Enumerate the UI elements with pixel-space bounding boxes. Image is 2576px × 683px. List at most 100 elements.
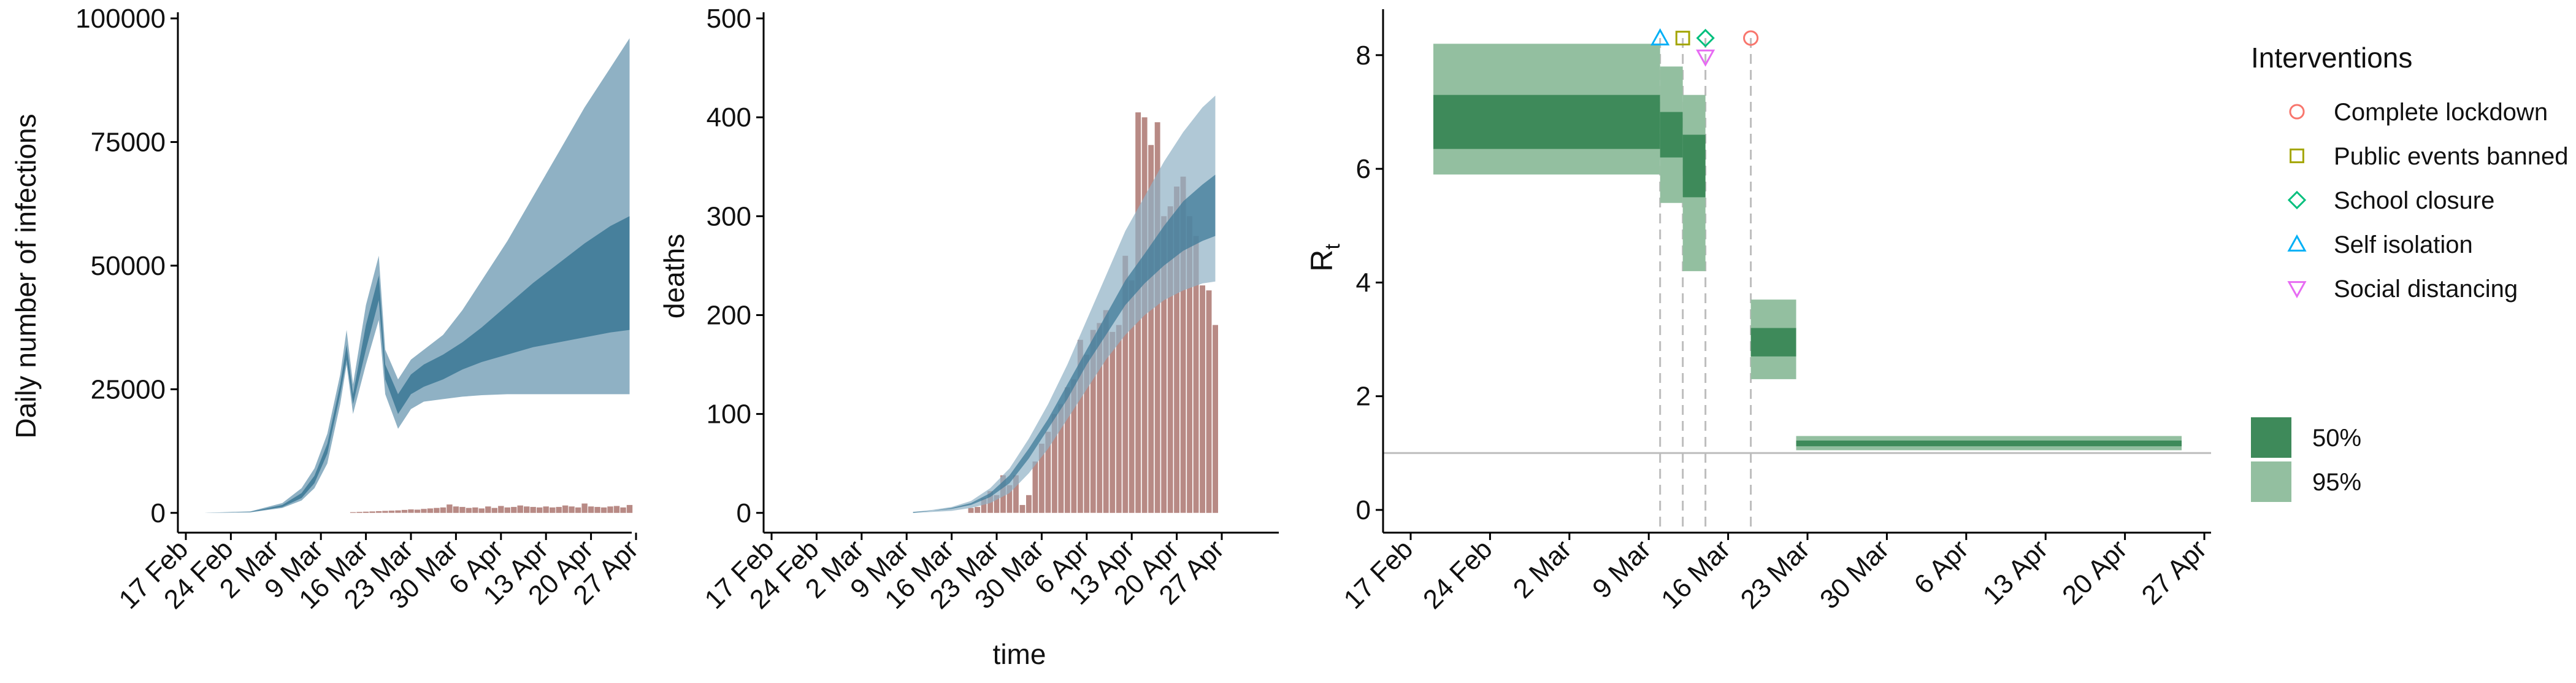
infections-observed-bar (517, 505, 523, 513)
deaths-bar (1097, 323, 1103, 513)
infections-observed-bar (395, 510, 401, 513)
infections-observed-bar (478, 508, 485, 513)
infections-observed-bar (375, 511, 382, 513)
infections-observed-bar (453, 506, 459, 513)
deaths-bar (1187, 216, 1192, 513)
rt-50-band (1796, 440, 2182, 447)
infections-observed-bar (498, 506, 504, 513)
infections-observed-bar (569, 506, 575, 513)
deaths-bar (1129, 280, 1135, 513)
infections-observed-bar (607, 506, 613, 513)
legend-band-swatch (2251, 417, 2291, 458)
legend-item-label: School closure (2334, 187, 2494, 214)
legend-marker-circle (2289, 104, 2305, 120)
deaths-bar (1174, 187, 1179, 513)
rt-y-axis-label: Rt (1305, 244, 1344, 272)
rt-50-band (1433, 95, 1660, 149)
infections-observed-bar (588, 506, 594, 513)
infections-observed-bar (504, 507, 510, 513)
rt-50-band (1682, 134, 1706, 198)
deaths-bar (1032, 461, 1038, 513)
infections-observed-bar (472, 507, 478, 513)
deaths-bar (1148, 145, 1154, 513)
deaths-bar (1200, 285, 1205, 513)
infections-observed-bar (620, 507, 626, 513)
rt-x-tick-label: 23 Mar (1735, 534, 1815, 614)
legend-marker-square (2290, 149, 2304, 163)
infections-observed-bar (401, 509, 408, 513)
deaths-bar (981, 498, 987, 513)
rt-50-band (1660, 112, 1683, 158)
infections-observed-bar (447, 504, 453, 513)
deaths-y-axis-label: deaths (658, 234, 690, 318)
legend-item-label: Social distancing (2334, 276, 2518, 303)
infections-y-tick-label: 50000 (91, 251, 166, 281)
infections-observed-bar (562, 505, 569, 513)
deaths-bar (1026, 495, 1032, 513)
deaths-bar (1038, 444, 1045, 513)
deaths-bar (1116, 325, 1122, 513)
infections-y-axis-label: Daily number of infections (10, 114, 42, 438)
deaths-x-axis-label: time (993, 638, 1046, 670)
infections-observed-bar (594, 507, 600, 513)
rt-y-tick-label: 8 (1356, 41, 1371, 71)
infections-y-tick-label: 25000 (91, 374, 166, 404)
deaths-y-tick-label: 100 (707, 399, 751, 430)
deaths-bar (1019, 504, 1025, 513)
rt-y-tick-label: 0 (1356, 495, 1371, 525)
infections-y-tick-label: 0 (151, 498, 166, 528)
deaths-y-tick-label: 0 (737, 498, 751, 528)
deaths-bar (1193, 236, 1199, 513)
intervention-marker-square (1675, 31, 1690, 45)
rt-x-tick-label: 9 Mar (1587, 534, 1657, 604)
deaths-bar (1077, 339, 1083, 513)
infections-observed-bar (626, 504, 633, 513)
rt-x-tick-label: 20 Apr (2057, 534, 2133, 611)
infections-observed-bar (350, 512, 356, 513)
rt-50-band (1750, 328, 1796, 357)
deaths-bar (1180, 176, 1186, 513)
deaths-bar (1154, 122, 1160, 513)
infections-observed-bar (356, 512, 362, 513)
rt-x-tick-label: 24 Feb (1417, 534, 1498, 615)
deaths-y-tick-label: 200 (707, 300, 751, 330)
legend-band-label: 50% (2312, 425, 2361, 452)
deaths-y-tick-label: 300 (707, 201, 751, 231)
infections-inner-band (205, 216, 630, 513)
legend-item-label: Self isolation (2334, 231, 2473, 258)
rt-y-tick-label: 6 (1356, 154, 1371, 184)
rt-y-tick-label: 2 (1356, 382, 1371, 412)
deaths-outer-band (913, 95, 1216, 513)
rt-x-tick-label: 13 Apr (1977, 534, 2054, 611)
deaths-bar (1103, 310, 1109, 513)
infections-observed-bar (459, 507, 466, 513)
deaths-bar (1045, 431, 1051, 513)
infections-observed-bar (414, 509, 421, 513)
legend-title: Interventions (2251, 42, 2412, 74)
intervention-marker-diamond (1696, 28, 1715, 48)
infections-observed-bar (421, 509, 427, 513)
legend-marker-triangle-up (2287, 234, 2307, 252)
deaths-bar (1213, 325, 1218, 513)
rt-x-tick-label: 30 Mar (1814, 534, 1895, 614)
infections-outer-band (205, 38, 630, 513)
deaths-bar (994, 495, 1000, 513)
infections-observed-bar (440, 507, 447, 513)
infections-observed-bar (581, 503, 588, 513)
rt-y-axis-label-main: R (1305, 250, 1339, 272)
intervention-marker-triangle-down (1696, 49, 1715, 67)
rt-x-tick-label: 2 Mar (1508, 534, 1577, 604)
deaths-bar (1051, 414, 1057, 513)
deaths-bar (1161, 216, 1167, 513)
infections-observed-bar (362, 511, 369, 513)
rt-x-tick-label: 17 Feb (1338, 534, 1419, 615)
deaths-bar (1110, 331, 1116, 513)
infections-observed-bar (382, 511, 388, 513)
deaths-bar (1122, 255, 1129, 513)
deaths-bar (1064, 387, 1070, 513)
deaths-bar (975, 507, 980, 513)
legend-marker-diamond (2287, 190, 2307, 210)
deaths-bar (1013, 475, 1019, 513)
infections-observed-bar (466, 507, 472, 513)
